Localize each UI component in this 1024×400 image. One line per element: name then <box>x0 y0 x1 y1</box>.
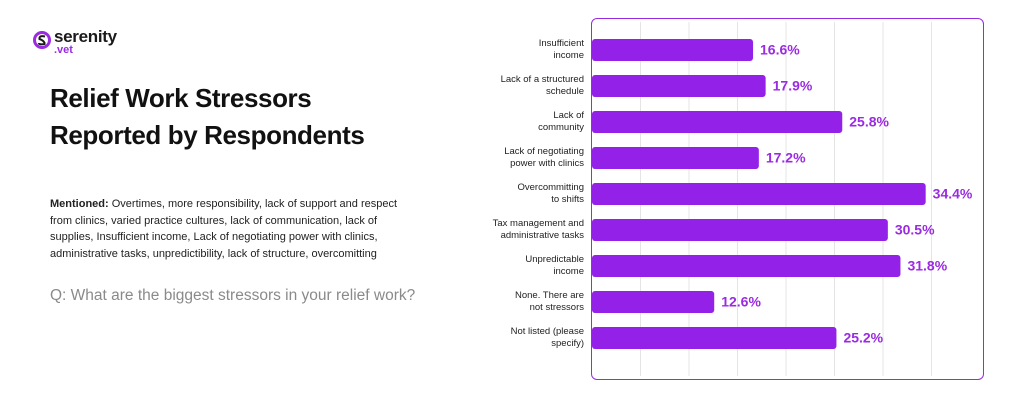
category-label: Overcommitting to shifts <box>517 182 584 205</box>
logo-name: serenity <box>54 27 117 46</box>
bar <box>592 219 888 241</box>
logo-icon <box>33 31 51 49</box>
value-label: 17.9% <box>773 78 813 94</box>
mentioned: Mentioned: Overtimes, more responsibilit… <box>50 196 420 262</box>
logo-suffix: .vet <box>54 44 73 56</box>
value-label: 30.5% <box>895 222 935 238</box>
category-label: Tax management and administrative tasks <box>492 218 584 241</box>
chart-frame <box>591 18 984 380</box>
title: Relief Work Stressors Reported by Respon… <box>50 83 365 150</box>
value-label: 25.2% <box>843 330 883 346</box>
value-label: 31.8% <box>907 258 947 274</box>
mentioned-label: Mentioned: <box>50 198 109 210</box>
bar <box>592 327 837 349</box>
category-label: None. There are not stressors <box>514 290 584 313</box>
category-label: Insufficient income <box>538 38 584 61</box>
category-label: Lack of negotiating power with clinics <box>504 146 584 169</box>
bar <box>592 291 715 313</box>
bar <box>592 255 901 277</box>
category-label: Not listed (please specify) <box>510 326 584 349</box>
bar <box>592 75 766 97</box>
category-label: Lack of a structured schedule <box>500 74 584 97</box>
bar <box>592 147 759 169</box>
value-label: 34.4% <box>933 186 973 202</box>
bar <box>592 111 843 133</box>
category-label: Lack of community <box>538 110 584 133</box>
bar <box>592 183 926 205</box>
bar <box>592 39 754 61</box>
value-label: 17.2% <box>766 150 806 166</box>
value-label: 25.8% <box>849 114 889 130</box>
mentioned-text: Overtimes, more responsibility, lack of … <box>50 198 398 260</box>
value-label: 16.6% <box>760 42 800 58</box>
category-label: Unpredictable income <box>525 254 584 277</box>
question: Q: What are the biggest stressors in you… <box>50 287 416 304</box>
value-label: 12.6% <box>721 294 761 310</box>
